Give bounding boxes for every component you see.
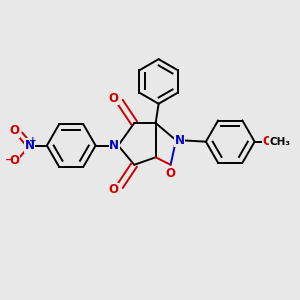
Text: N: N (25, 139, 34, 152)
Text: CH₃: CH₃ (270, 137, 291, 147)
Text: N: N (175, 134, 185, 147)
Text: O: O (166, 167, 176, 180)
Text: N: N (109, 139, 119, 152)
Text: −: − (4, 155, 13, 165)
Text: O: O (262, 135, 272, 148)
Text: O: O (108, 92, 118, 105)
Text: +: + (29, 136, 36, 145)
Text: O: O (10, 154, 20, 167)
Text: O: O (108, 183, 118, 196)
Text: O: O (10, 124, 20, 137)
